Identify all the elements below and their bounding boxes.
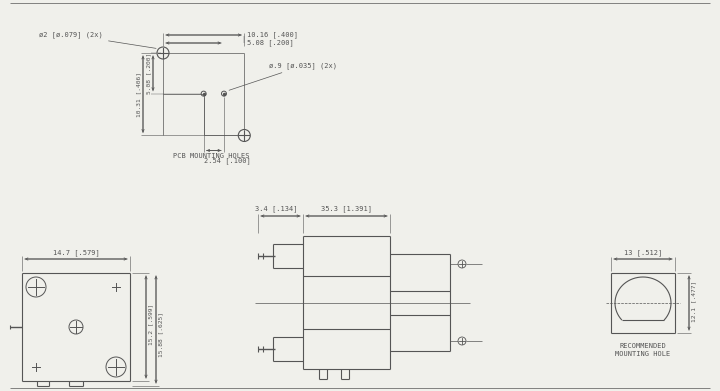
- Text: PCB MOUNTING HOLES: PCB MOUNTING HOLES: [173, 154, 250, 160]
- Text: 15.2 [.599]: 15.2 [.599]: [148, 303, 153, 344]
- Text: 13 [.512]: 13 [.512]: [624, 249, 662, 256]
- Text: 5.08 [.200]: 5.08 [.200]: [146, 53, 151, 94]
- Text: ø2 [ø.079] (2x): ø2 [ø.079] (2x): [40, 32, 156, 48]
- Text: 10.31 [.406]: 10.31 [.406]: [136, 72, 141, 117]
- Text: ø.9 [ø.035] (2x): ø.9 [ø.035] (2x): [229, 62, 337, 90]
- Text: 35.3 [1.391]: 35.3 [1.391]: [321, 205, 372, 212]
- Text: RECOMMENDED: RECOMMENDED: [620, 343, 667, 349]
- Text: 15.88 [.625]: 15.88 [.625]: [158, 312, 163, 357]
- Text: 5.08 [.200]: 5.08 [.200]: [247, 39, 294, 46]
- Text: 12.1 [.477]: 12.1 [.477]: [691, 280, 696, 322]
- Text: 3.4 [.134]: 3.4 [.134]: [255, 205, 297, 212]
- Text: 10.16 [.400]: 10.16 [.400]: [247, 31, 298, 38]
- Text: 14.7 [.579]: 14.7 [.579]: [53, 249, 99, 256]
- Text: 2.54 [.100]: 2.54 [.100]: [204, 158, 251, 164]
- Text: MOUNTING HOLE: MOUNTING HOLE: [616, 351, 670, 357]
